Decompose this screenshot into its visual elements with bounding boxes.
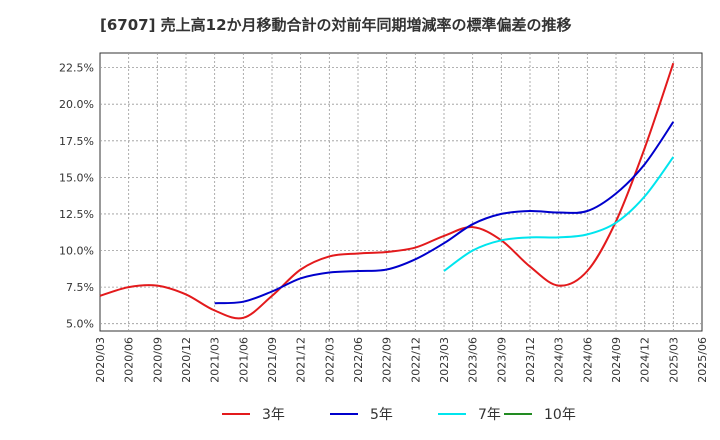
series-lines <box>99 62 675 320</box>
x-tick-label: 2024/12 <box>639 337 652 383</box>
x-tick-label: 2021/03 <box>209 337 222 383</box>
x-tick-label: 2025/06 <box>696 337 709 383</box>
y-tick-label: 17.5% <box>59 135 94 148</box>
x-tick-label: 2021/09 <box>266 337 279 383</box>
x-tick-label: 2023/06 <box>467 337 480 383</box>
y-axis: 5.0% 7.5% 10.0% 12.5% 15.0% 17.5% 20.0% 22.5% <box>59 62 94 331</box>
y-tick-label: 15.0% <box>59 171 94 184</box>
x-tick-label: 2025/03 <box>667 337 680 383</box>
y-tick-label: 5.0% <box>66 318 94 331</box>
x-tick-label: 2024/03 <box>553 337 566 383</box>
x-tick-label: 2023/03 <box>438 337 451 383</box>
x-tick-label: 2021/12 <box>295 337 308 383</box>
x-tick-label: 2022/09 <box>381 337 394 383</box>
y-tick-label: 22.5% <box>59 62 94 75</box>
legend: 3年 5年 7年 10年 <box>222 407 576 423</box>
series-line-1 <box>214 121 675 305</box>
x-axis: 2020/03 2020/06 2020/09 2020/12 2021/03 2021/… <box>94 337 709 383</box>
legend-label: 5年 <box>370 407 393 423</box>
x-tick-label: 2022/03 <box>323 337 336 383</box>
chart-title: [6707] 売上高12か月移動合計の対前年同期増減率の標準偏差の推移 <box>100 16 572 34</box>
plot-frame <box>99 52 703 332</box>
x-tick-label: 2020/06 <box>123 337 136 383</box>
legend-label: 7年 <box>478 407 501 423</box>
x-tick-label: 2023/12 <box>524 337 537 383</box>
x-tick-label: 2023/09 <box>495 337 508 383</box>
x-tick-label: 2024/06 <box>581 337 594 383</box>
series-line-0 <box>99 62 675 320</box>
y-tick-label: 7.5% <box>66 281 94 294</box>
x-tick-label: 2020/03 <box>94 337 107 383</box>
plot-area <box>99 52 703 332</box>
x-tick-label: 2020/09 <box>151 337 164 383</box>
y-tick-label: 10.0% <box>59 245 94 258</box>
legend-label: 10年 <box>544 407 576 423</box>
y-tick-label: 20.0% <box>59 98 94 111</box>
x-tick-label: 2024/09 <box>610 337 623 383</box>
series-line-2 <box>443 156 675 272</box>
x-tick-label: 2021/06 <box>237 337 250 383</box>
y-tick-label: 12.5% <box>59 208 94 221</box>
x-tick-label: 2022/12 <box>409 337 422 383</box>
x-tick-label: 2020/12 <box>180 337 193 383</box>
legend-label: 3年 <box>262 407 285 423</box>
x-tick-label: 2022/06 <box>352 337 365 383</box>
